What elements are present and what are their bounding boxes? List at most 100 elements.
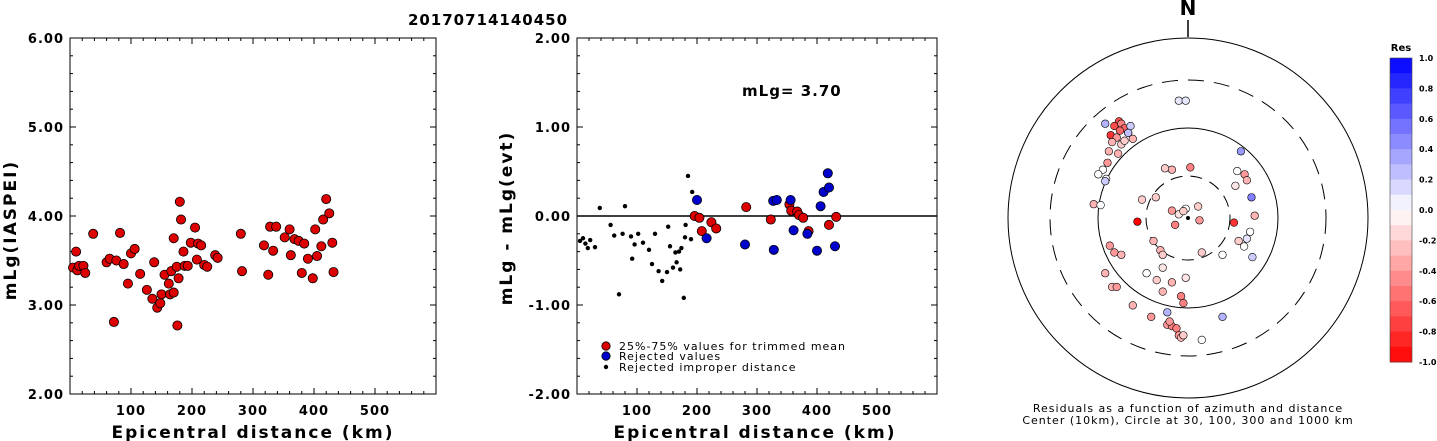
data-point <box>316 241 327 252</box>
data-point <box>318 214 329 225</box>
data-point <box>310 224 321 235</box>
station-point <box>1172 324 1181 333</box>
colorbar-swatch <box>1390 301 1412 317</box>
station-point <box>1142 269 1151 278</box>
data-point <box>616 292 622 297</box>
station-point <box>1234 236 1243 246</box>
colorbar-swatch <box>1390 149 1412 165</box>
data-point <box>580 236 586 241</box>
station-point <box>1104 147 1113 156</box>
data-point <box>212 252 223 263</box>
data-point <box>115 227 126 238</box>
station-point <box>1124 128 1133 137</box>
station-point <box>1147 312 1156 322</box>
colorbar-swatches <box>1390 58 1412 363</box>
x-axis-label: Epicentral distance (km) <box>112 423 395 441</box>
data-point <box>620 231 625 236</box>
station-point <box>1171 220 1180 229</box>
station-point <box>1245 227 1255 236</box>
caption-line-1: Residuals as a function of azimuth and d… <box>1033 402 1343 415</box>
station-point <box>1120 136 1129 145</box>
data-point <box>640 240 646 245</box>
station-point <box>1242 176 1251 185</box>
colorbar-tick-label: 1.0 <box>1419 54 1434 63</box>
y-tick-label: 2.00 <box>28 388 64 403</box>
colorbar-tick-label: 0.8 <box>1419 84 1434 93</box>
station-point <box>1197 248 1206 257</box>
x-tick-label: 100 <box>622 404 652 419</box>
data-point <box>815 201 826 212</box>
colorbar-swatch <box>1390 164 1412 181</box>
colorbar-tick-label: -0.6 <box>1419 297 1437 306</box>
data-point <box>321 194 332 205</box>
colorbar-tick-label: -0.4 <box>1419 267 1437 276</box>
circle-30km <box>1145 175 1231 261</box>
caption-line-2: Center (10km), Circle at 30, 100, 300 an… <box>1022 414 1353 427</box>
data-point <box>258 240 269 251</box>
station-point <box>1152 276 1161 285</box>
data-point <box>628 234 634 239</box>
data-point <box>771 194 782 205</box>
data-point <box>649 261 655 267</box>
station-point <box>1160 164 1170 173</box>
north-label: N <box>1180 0 1197 20</box>
data-point <box>118 259 129 270</box>
y-axis-label: mLg - mLg(evt) <box>497 131 517 306</box>
data-point <box>299 238 310 249</box>
colorbar-tick-label: -0.2 <box>1419 236 1437 245</box>
station-point <box>1094 170 1103 179</box>
data-point <box>741 202 752 213</box>
y-axis-label: mLg(IASPEI) <box>1 160 21 300</box>
station-point <box>1248 253 1257 262</box>
data-point <box>168 287 179 298</box>
station-point <box>1195 216 1204 225</box>
data-point <box>296 267 307 278</box>
station-point <box>1101 119 1110 128</box>
station-point <box>1231 181 1240 190</box>
data-point <box>676 249 682 254</box>
station-point <box>1126 121 1135 131</box>
data-point <box>155 298 166 309</box>
legend: 25%-75% values for trimmed mean Rejected… <box>601 340 846 374</box>
station-point <box>1233 166 1242 176</box>
data-point <box>71 246 82 257</box>
station-point <box>1128 134 1137 143</box>
x-tick-label: 500 <box>360 404 390 419</box>
station-point <box>1247 193 1256 202</box>
station-point <box>1179 299 1188 308</box>
colorbar-swatch <box>1390 225 1412 241</box>
legend-label-improper: Rejected improper distance <box>619 361 797 374</box>
colorbar-title: Res <box>1391 43 1411 54</box>
data-point <box>174 196 185 207</box>
data-point <box>632 242 637 247</box>
colorbar-tick-label: 0.4 <box>1419 145 1434 154</box>
x-tick-label: 500 <box>862 404 892 419</box>
data-point <box>694 212 705 223</box>
data-point <box>666 224 671 229</box>
x-tick-label: 100 <box>116 404 146 419</box>
data-point <box>667 244 673 249</box>
data-point <box>147 293 158 304</box>
station-point <box>1218 250 1227 259</box>
station-point <box>1105 241 1114 250</box>
station-point <box>1236 147 1245 156</box>
station-point <box>1128 301 1137 310</box>
colorbar-swatch <box>1390 88 1412 105</box>
station-point <box>1101 269 1110 278</box>
legend-marker-red <box>601 341 611 351</box>
data-point <box>302 253 313 264</box>
data-point <box>312 251 323 262</box>
data-point <box>196 240 207 251</box>
data-point <box>688 236 694 242</box>
data-point <box>622 204 628 209</box>
station-point <box>1197 335 1206 345</box>
x-tick-label: 400 <box>299 404 329 419</box>
y-tick-label: 3.00 <box>28 299 64 314</box>
data-point <box>268 245 279 256</box>
station-points <box>1089 96 1259 345</box>
colorbar-tick-label: 0.6 <box>1419 115 1434 124</box>
y-axis: -2.00 -1.00 0.00 1.00 2.00 <box>529 32 937 403</box>
legend-label-trimmed: 25%-75% values for trimmed mean <box>619 340 846 353</box>
data-point <box>585 245 590 251</box>
data-point <box>678 267 683 272</box>
